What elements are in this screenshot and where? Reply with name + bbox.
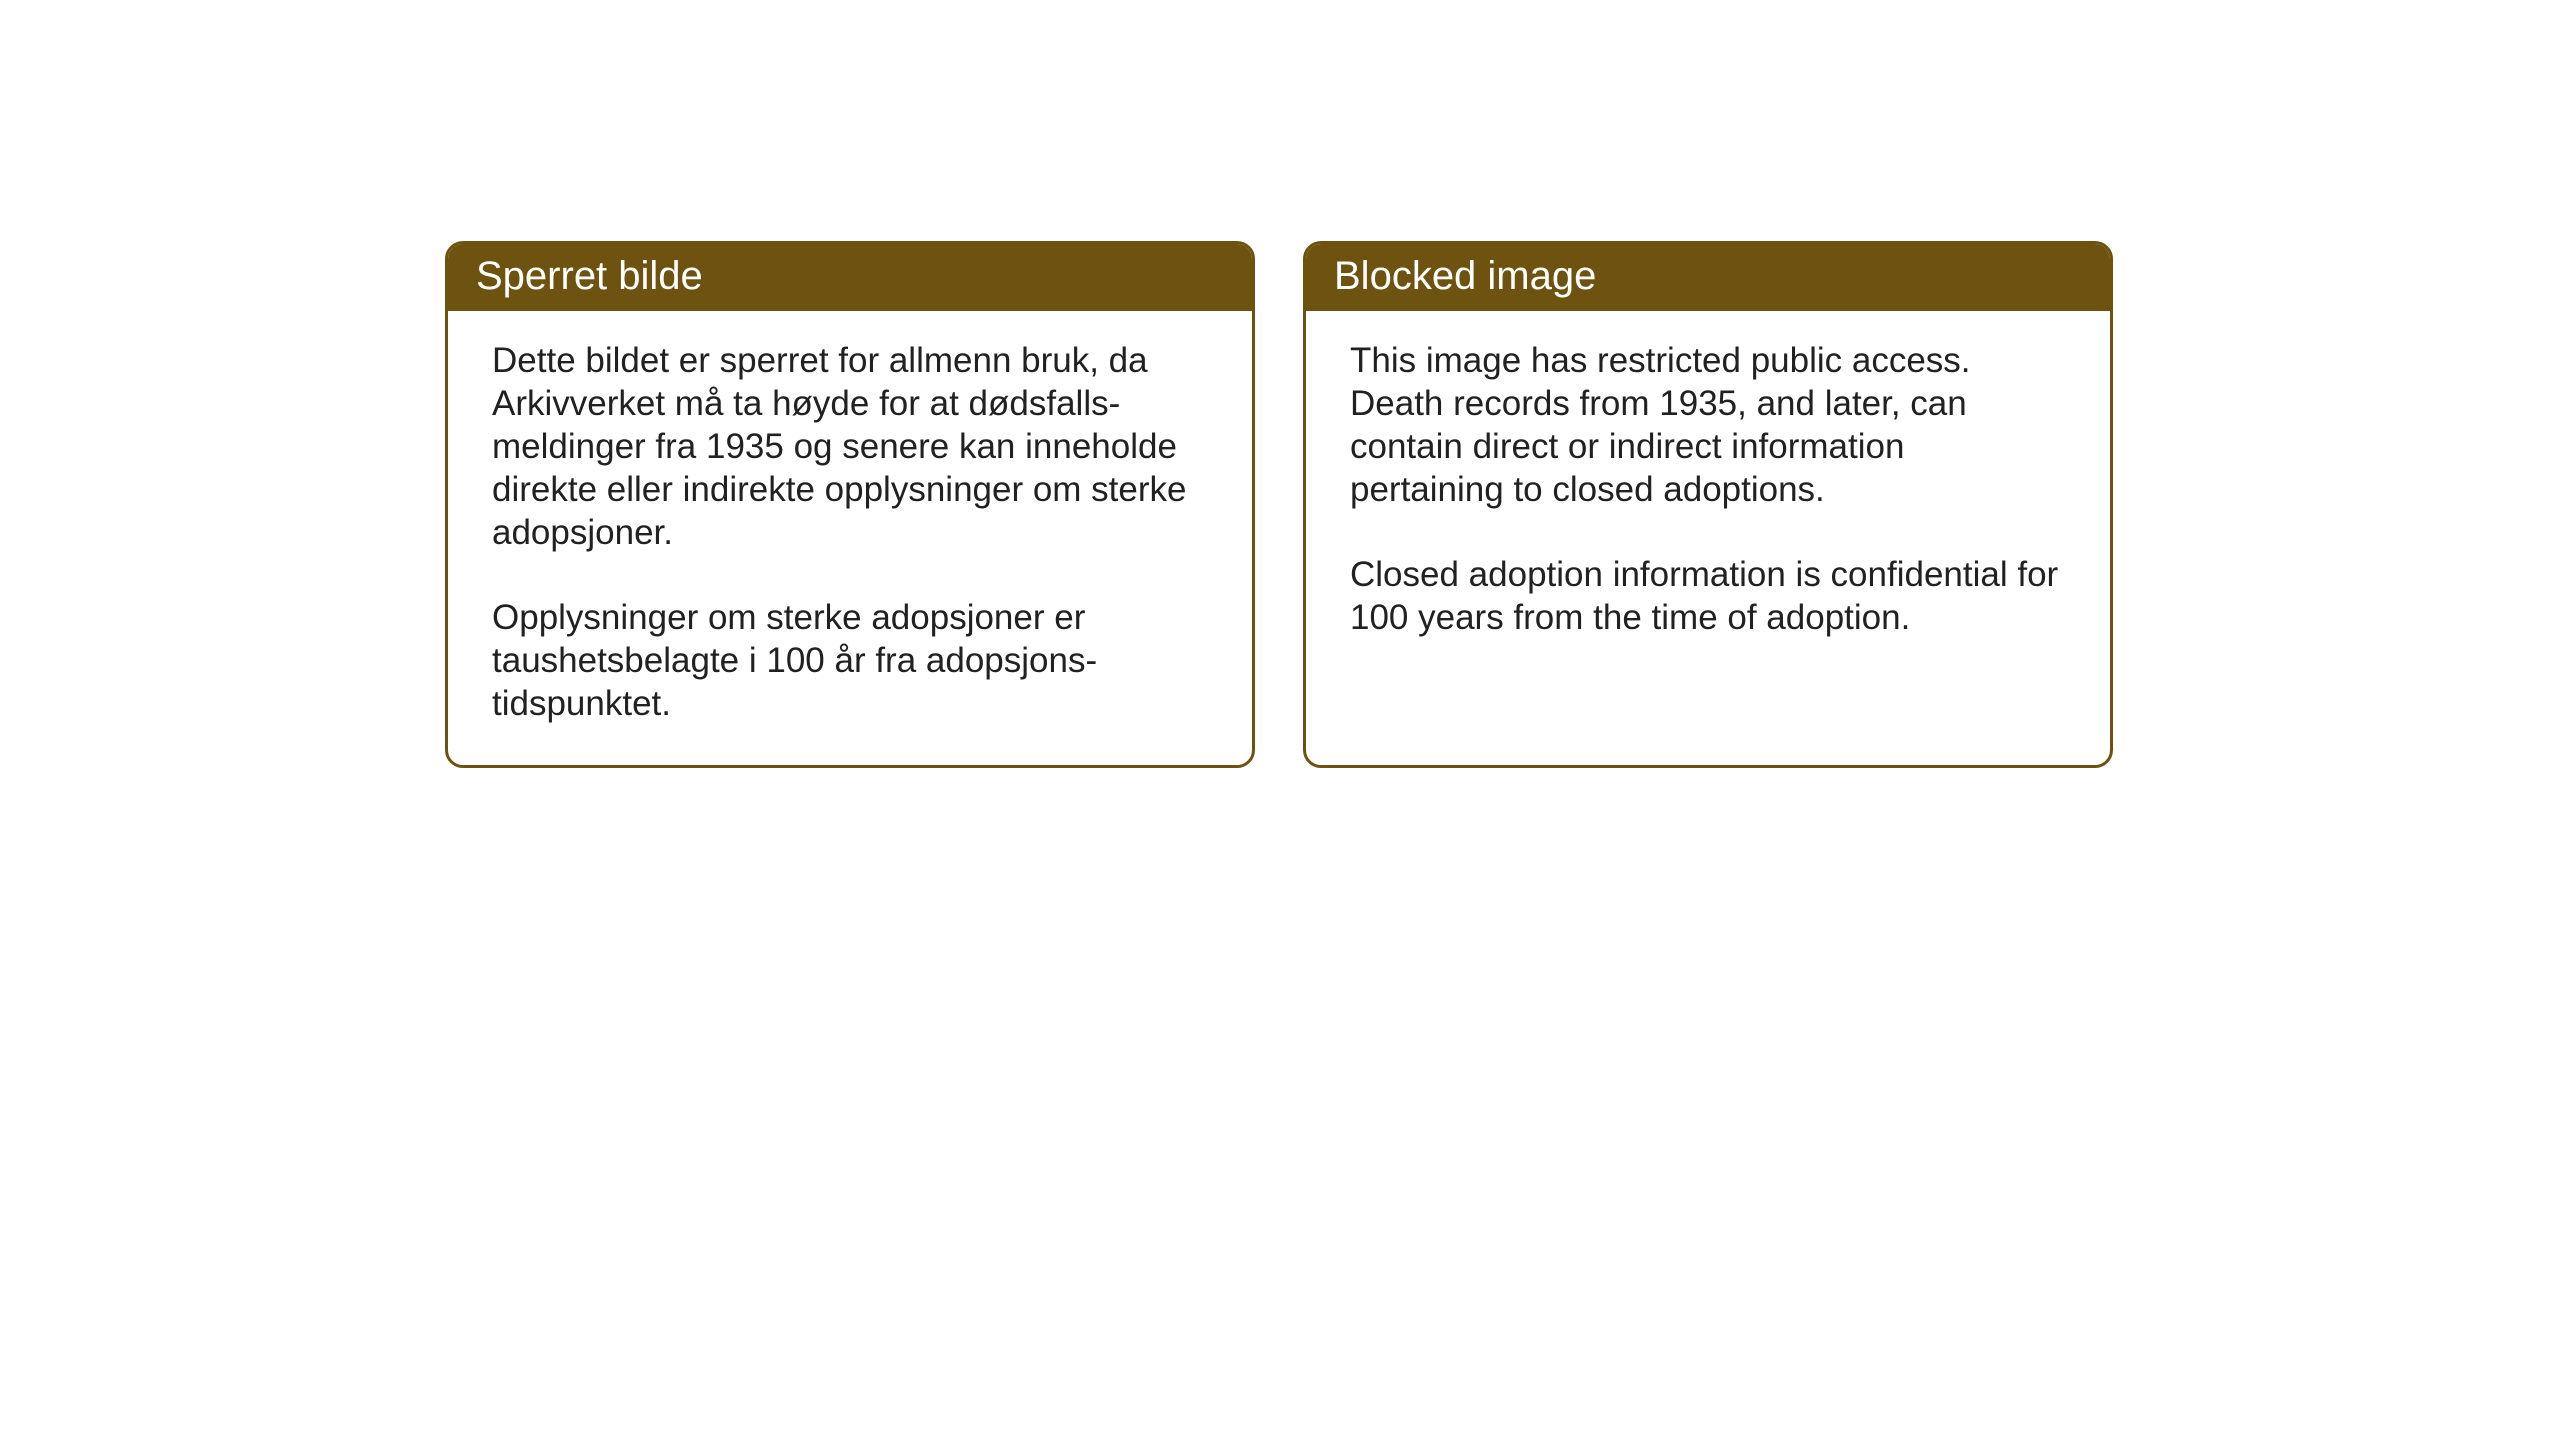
card-norwegian: Sperret bilde Dette bildet er sperret fo… <box>445 241 1255 768</box>
card-norwegian-title: Sperret bilde <box>448 244 1252 311</box>
card-english-paragraph-1: This image has restricted public access.… <box>1350 339 2066 511</box>
cards-container: Sperret bilde Dette bildet er sperret fo… <box>0 0 2560 768</box>
card-english-paragraph-2: Closed adoption information is confident… <box>1350 553 2066 639</box>
card-norwegian-paragraph-1: Dette bildet er sperret for allmenn bruk… <box>492 339 1208 554</box>
card-english-body: This image has restricted public access.… <box>1306 311 2110 679</box>
card-english: Blocked image This image has restricted … <box>1303 241 2113 768</box>
card-english-title: Blocked image <box>1306 244 2110 311</box>
card-norwegian-paragraph-2: Opplysninger om sterke adopsjoner er tau… <box>492 596 1208 725</box>
card-norwegian-body: Dette bildet er sperret for allmenn bruk… <box>448 311 1252 765</box>
